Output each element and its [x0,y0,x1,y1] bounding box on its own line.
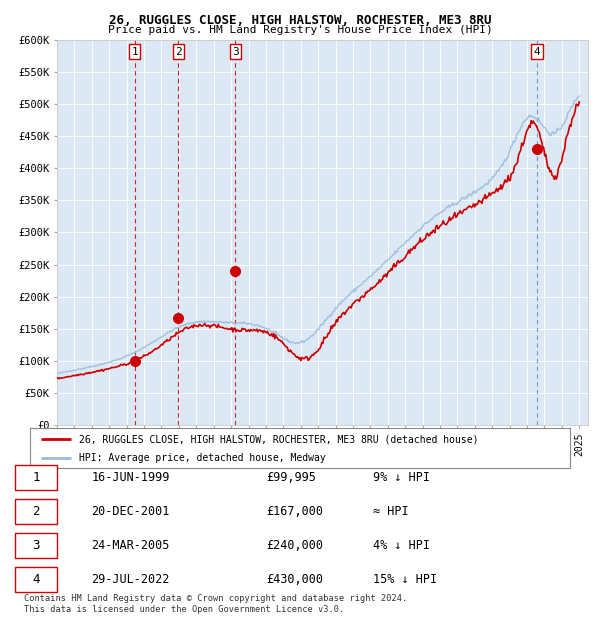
Text: Price paid vs. HM Land Registry's House Price Index (HPI): Price paid vs. HM Land Registry's House … [107,25,493,35]
Text: 1: 1 [32,471,40,484]
Text: 3: 3 [232,46,238,56]
Text: 9% ↓ HPI: 9% ↓ HPI [373,471,430,484]
Text: 26, RUGGLES CLOSE, HIGH HALSTOW, ROCHESTER, ME3 8RU (detached house): 26, RUGGLES CLOSE, HIGH HALSTOW, ROCHEST… [79,434,478,444]
Text: HPI: Average price, detached house, Medway: HPI: Average price, detached house, Medw… [79,453,325,463]
Text: 4: 4 [32,574,40,586]
FancyBboxPatch shape [15,567,58,593]
Text: 16-JUN-1999: 16-JUN-1999 [91,471,170,484]
Text: 20-DEC-2001: 20-DEC-2001 [91,505,170,518]
Text: Contains HM Land Registry data © Crown copyright and database right 2024.
This d: Contains HM Land Registry data © Crown c… [24,595,407,614]
FancyBboxPatch shape [15,498,58,525]
Text: 1: 1 [131,46,138,56]
Text: 15% ↓ HPI: 15% ↓ HPI [373,574,437,586]
Text: £167,000: £167,000 [266,505,323,518]
Text: £430,000: £430,000 [266,574,323,586]
Text: 26, RUGGLES CLOSE, HIGH HALSTOW, ROCHESTER, ME3 8RU: 26, RUGGLES CLOSE, HIGH HALSTOW, ROCHEST… [109,14,491,27]
Text: 3: 3 [32,539,40,552]
FancyBboxPatch shape [15,533,58,559]
Text: £99,995: £99,995 [266,471,316,484]
Text: 2: 2 [32,505,40,518]
Text: 4: 4 [533,46,541,56]
Text: £240,000: £240,000 [266,539,323,552]
Text: 2: 2 [175,46,182,56]
Text: 29-JUL-2022: 29-JUL-2022 [91,574,170,586]
Text: ≈ HPI: ≈ HPI [373,505,409,518]
Text: 4% ↓ HPI: 4% ↓ HPI [373,539,430,552]
FancyBboxPatch shape [15,464,58,490]
Text: 24-MAR-2005: 24-MAR-2005 [91,539,170,552]
